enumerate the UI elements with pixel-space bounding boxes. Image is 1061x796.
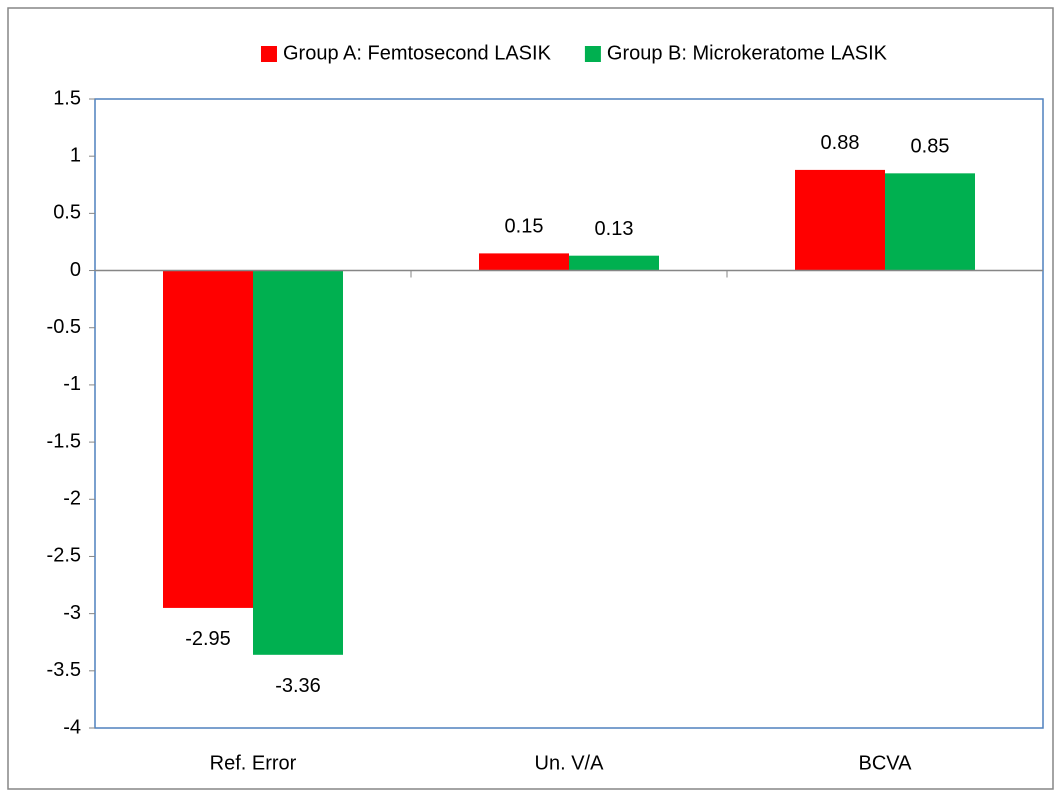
bar <box>163 270 253 608</box>
y-tick-label: 0.5 <box>53 202 81 224</box>
value-label: -2.95 <box>185 628 231 650</box>
y-tick-label: -0.5 <box>47 316 81 338</box>
y-tick-label: -1 <box>63 373 81 395</box>
y-tick-label: 1 <box>70 144 81 166</box>
bar <box>569 255 659 271</box>
legend-swatch <box>260 46 277 62</box>
y-tick-label: -1.5 <box>47 430 81 452</box>
y-tick-label: 0 <box>70 259 81 281</box>
value-label: 0.85 <box>911 136 950 158</box>
y-tick-label: -2 <box>63 488 81 510</box>
y-tick-label: -3 <box>63 602 81 624</box>
legend-swatch <box>584 46 601 62</box>
value-label: -3.36 <box>275 675 321 697</box>
bar <box>795 169 885 271</box>
bar <box>885 173 975 271</box>
legend-label: Group B: Microkeratome LASIK <box>607 42 888 64</box>
y-tick-label: 1.5 <box>53 87 81 109</box>
legend-label: Group A: Femtosecond LASIK <box>283 42 552 64</box>
y-tick-label: -2.5 <box>47 545 81 567</box>
value-label: 0.13 <box>595 218 634 240</box>
x-tick-label: BCVA <box>859 752 913 774</box>
y-tick-label: -4 <box>63 716 81 738</box>
x-tick-label: Un. V/A <box>535 752 605 774</box>
value-label: 0.88 <box>821 132 860 154</box>
value-label: 0.15 <box>505 216 544 238</box>
x-tick-label: Ref. Error <box>210 752 297 774</box>
plot-area <box>94 98 1044 729</box>
bar <box>479 253 569 271</box>
y-tick-label: -3.5 <box>47 659 81 681</box>
bar <box>253 270 343 655</box>
